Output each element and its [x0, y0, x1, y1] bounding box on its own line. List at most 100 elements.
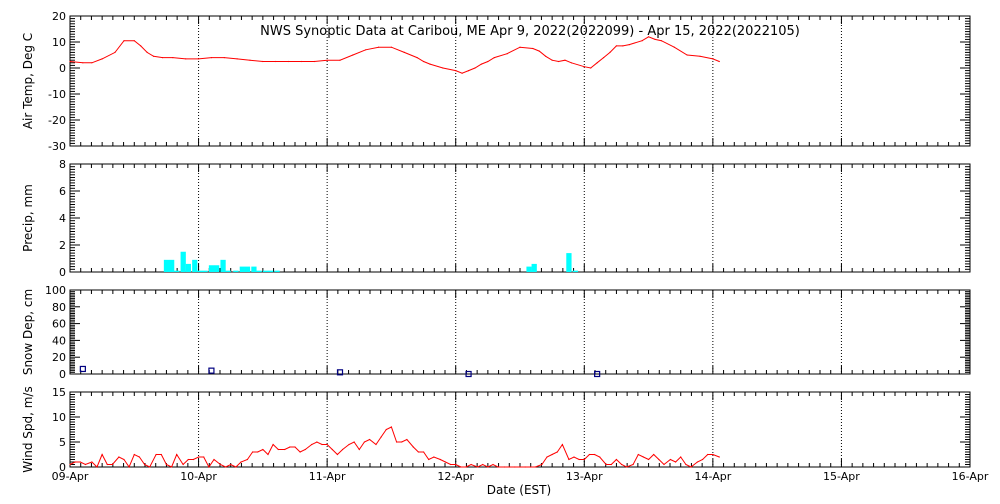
data-point: [417, 451, 420, 453]
data-point: [573, 456, 575, 458]
y-tick-label: -10: [48, 88, 66, 101]
data-point: [299, 451, 301, 453]
data-point: [480, 63, 483, 65]
data-point: [476, 466, 479, 468]
data-point: [690, 466, 692, 468]
data-point: [599, 456, 601, 458]
precip-bar: [169, 259, 175, 272]
data-point: [96, 466, 98, 468]
data-point: [138, 456, 141, 458]
precip-bar: [526, 266, 532, 272]
y-tick-label: 15: [52, 386, 66, 399]
precip-bar: [208, 265, 215, 272]
data-point: [182, 463, 184, 466]
y-tick-label: 40: [52, 334, 66, 347]
data-point: [165, 463, 168, 466]
data-point: [69, 60, 71, 63]
data-point: [583, 66, 585, 68]
data-point: [699, 55, 701, 57]
data-point: [412, 446, 414, 448]
data-point: [557, 60, 560, 63]
precip-bar: [566, 253, 572, 272]
data-point: [433, 456, 435, 458]
chart-panels: -30 -20 -10 0 10 20 Air Temp, Deg C 0 2 4 6 8 Precip…: [21, 10, 989, 483]
data-point: [674, 461, 677, 463]
data-point: [140, 45, 142, 47]
x-tick-label: 14-Apr: [694, 470, 731, 483]
data-point: [442, 67, 444, 69]
y-tick-label: -30: [48, 140, 66, 153]
series-line-air_temp: [69, 36, 720, 74]
x-tick-label: 15-Apr: [823, 470, 860, 483]
precip-bar: [268, 270, 274, 272]
data-point: [465, 466, 467, 468]
data-point: [429, 63, 431, 65]
plot-frame: [69, 163, 971, 273]
data-point: [390, 426, 393, 428]
data-point: [82, 62, 84, 64]
precip-bar: [274, 270, 280, 272]
data-point: [152, 55, 155, 57]
data-point: [275, 60, 277, 63]
data-point: [176, 453, 178, 456]
data-point: [101, 453, 103, 456]
data-point: [304, 448, 306, 451]
data-point: [368, 438, 371, 441]
data-point: [556, 451, 558, 453]
data-point: [578, 458, 580, 461]
data-point: [449, 463, 452, 466]
precip-bar: [572, 270, 578, 272]
data-point: [313, 60, 315, 63]
data-point: [272, 443, 274, 446]
data-point: [251, 451, 254, 453]
precip-bar: [239, 266, 245, 272]
data-point: [114, 51, 116, 54]
data-point: [235, 466, 237, 468]
data-point: [712, 453, 714, 456]
data-point: [84, 463, 87, 466]
y-tick-label: 0: [59, 62, 66, 75]
data-point: [632, 463, 634, 466]
data-point: [358, 448, 360, 451]
data-point: [287, 60, 290, 63]
data-point: [663, 463, 665, 466]
data-point: [637, 453, 639, 456]
data-point: [267, 453, 269, 456]
precip-bar: [174, 270, 180, 272]
data-point: [615, 458, 618, 461]
data-point: [570, 62, 573, 64]
data-point: [311, 443, 313, 446]
data-point: [641, 40, 643, 42]
data-point: [628, 44, 630, 46]
data-point: [385, 428, 387, 431]
x-tick-label: 13-Apr: [566, 470, 603, 483]
y-tick-label: 10: [52, 411, 66, 424]
data-point: [128, 466, 130, 468]
data-point: [602, 57, 605, 59]
data-point: [149, 466, 151, 468]
data-point: [712, 58, 714, 60]
data-point: [487, 466, 489, 468]
plot-frame: [69, 289, 971, 375]
data-point: [492, 463, 494, 466]
data-point: [74, 461, 76, 463]
data-point: [213, 458, 215, 461]
precip-bar: [262, 270, 269, 272]
x-tick-label: 09-Apr: [52, 470, 89, 483]
y-tick-label: 4: [59, 212, 66, 225]
data-point: [509, 466, 511, 468]
data-point: [647, 458, 650, 461]
snow-depth-marker: [594, 370, 601, 378]
data-point: [541, 463, 543, 466]
data-point: [626, 466, 628, 468]
data-point: [519, 466, 521, 468]
y-tick-label: 80: [52, 301, 66, 314]
data-point: [336, 453, 339, 456]
precip-bar: [244, 266, 251, 272]
data-point: [593, 453, 596, 456]
data-point: [224, 466, 227, 468]
data-point: [300, 60, 303, 63]
data-point: [455, 70, 457, 72]
